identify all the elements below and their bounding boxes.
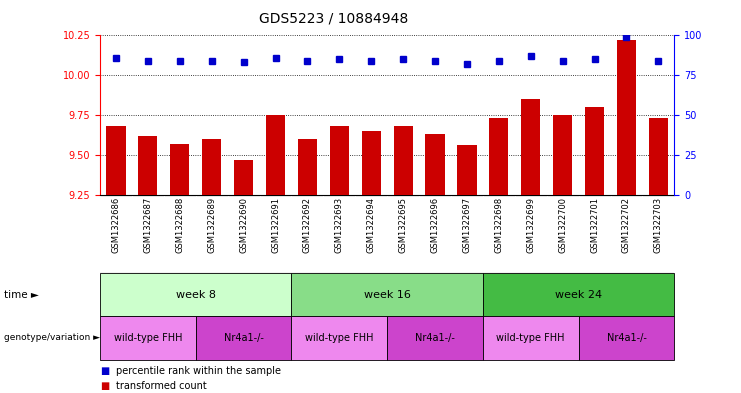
Text: GSM1322688: GSM1322688 [176, 197, 185, 253]
Bar [266, 115, 285, 195]
Bar [139, 136, 158, 195]
Bar [617, 40, 636, 195]
Bar [393, 126, 413, 195]
Text: GSM1322696: GSM1322696 [431, 197, 439, 253]
Text: wild-type FHH: wild-type FHH [496, 333, 565, 343]
Text: transformed count: transformed count [116, 381, 207, 391]
Text: GSM1322694: GSM1322694 [367, 197, 376, 253]
Text: GSM1322695: GSM1322695 [399, 197, 408, 253]
Text: GSM1322693: GSM1322693 [335, 197, 344, 253]
Bar [107, 126, 125, 195]
Bar [585, 107, 604, 195]
Text: GSM1322702: GSM1322702 [622, 197, 631, 253]
Bar [457, 145, 476, 195]
Text: percentile rank within the sample: percentile rank within the sample [116, 366, 282, 376]
Text: Nr4a1-/-: Nr4a1-/- [415, 333, 455, 343]
Text: GSM1322689: GSM1322689 [207, 197, 216, 253]
Text: wild-type FHH: wild-type FHH [305, 333, 373, 343]
Bar [489, 118, 508, 195]
Text: GSM1322697: GSM1322697 [462, 197, 471, 253]
Text: GSM1322691: GSM1322691 [271, 197, 280, 253]
Text: time ►: time ► [4, 290, 39, 300]
Bar [234, 160, 253, 195]
Bar [425, 134, 445, 195]
Bar [170, 143, 190, 195]
Text: GSM1322686: GSM1322686 [111, 197, 121, 253]
Text: GSM1322692: GSM1322692 [303, 197, 312, 253]
Bar [202, 139, 222, 195]
Text: GSM1322700: GSM1322700 [558, 197, 567, 253]
Text: GSM1322703: GSM1322703 [654, 197, 663, 253]
Bar [330, 126, 349, 195]
Text: GSM1322701: GSM1322701 [590, 197, 599, 253]
Bar [298, 139, 317, 195]
Text: GSM1322699: GSM1322699 [526, 197, 535, 253]
Bar [521, 99, 540, 195]
Text: GSM1322687: GSM1322687 [144, 197, 153, 253]
Bar [553, 115, 572, 195]
Text: GSM1322698: GSM1322698 [494, 197, 503, 253]
Text: genotype/variation ►: genotype/variation ► [4, 334, 100, 342]
Bar [649, 118, 668, 195]
Bar [362, 131, 381, 195]
Text: ■: ■ [100, 381, 109, 391]
Text: Nr4a1-/-: Nr4a1-/- [224, 333, 264, 343]
Text: week 8: week 8 [176, 290, 216, 300]
Text: ■: ■ [100, 366, 109, 376]
Text: GSM1322690: GSM1322690 [239, 197, 248, 253]
Text: Nr4a1-/-: Nr4a1-/- [607, 333, 646, 343]
Text: GDS5223 / 10884948: GDS5223 / 10884948 [259, 12, 408, 26]
Text: wild-type FHH: wild-type FHH [113, 333, 182, 343]
Text: week 16: week 16 [364, 290, 411, 300]
Text: week 24: week 24 [555, 290, 602, 300]
